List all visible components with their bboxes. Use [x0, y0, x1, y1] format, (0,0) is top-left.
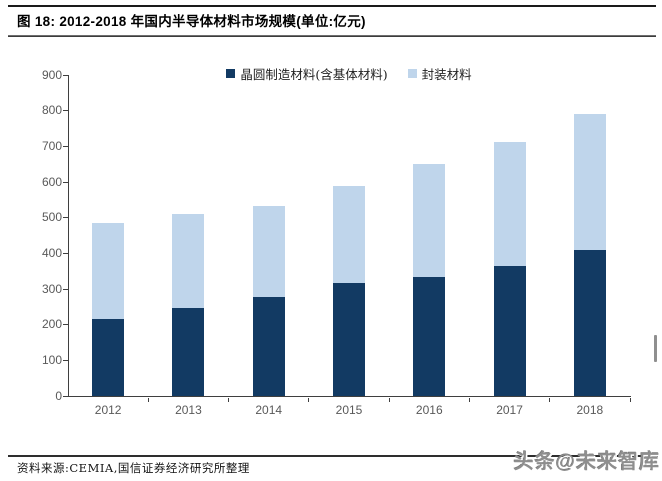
x-tick-mark [388, 397, 390, 402]
y-tick-label: 700 [41, 138, 62, 153]
bar-wafer-materials-2017 [493, 265, 526, 396]
x-tick-label: 2013 [175, 403, 202, 417]
y-tick-label: 0 [55, 388, 62, 403]
bar-wafer-materials-2013 [172, 307, 205, 396]
y-tick-label: 400 [41, 245, 62, 260]
x-tick-label: 2017 [496, 403, 523, 417]
x-tick-mark [468, 397, 470, 402]
footer-rule [8, 455, 658, 457]
scrollbar-thumb[interactable] [654, 335, 657, 362]
y-tick-label: 100 [41, 352, 62, 367]
bar-packaging-materials-2017 [493, 142, 526, 266]
bar-wafer-materials-2016 [413, 277, 446, 396]
legend-marker-icon [226, 68, 236, 78]
y-tick-mark [63, 145, 68, 147]
bar-wafer-materials-2018 [573, 249, 606, 396]
bar-packaging-materials-2015 [333, 185, 365, 283]
y-tick-label: 600 [41, 174, 62, 189]
title-bottom-rule [8, 35, 656, 37]
y-tick-mark [63, 181, 68, 183]
legend-item-wafer-materials: 晶圆制造材料(含基体材料) [226, 64, 388, 83]
x-tick-mark [308, 397, 310, 402]
legend-item-label: 封装材料 [421, 66, 472, 82]
x-tick-label: 2018 [576, 403, 604, 417]
y-tick-mark [63, 110, 68, 112]
source-note: 资料来源:CEMIA,国信证券经济研究所整理 [17, 461, 250, 475]
x-tick-label: 2012 [94, 403, 122, 417]
y-tick-label: 300 [41, 281, 62, 296]
y-tick-label: 500 [41, 210, 62, 225]
bar-packaging-materials-2016 [413, 164, 446, 278]
legend-item-label: 晶圆制造材料(含基体材料) [240, 66, 388, 82]
bar-wafer-materials-2012 [92, 318, 125, 396]
y-tick-label: 900 [41, 67, 62, 82]
figure-title: 图 18: 2012-2018 年国内半导体材料市场规模(单位:亿元) [17, 14, 366, 29]
x-tick-label: 2014 [255, 403, 283, 417]
chart-legend: 晶圆制造材料(含基体材料) 封装材料 [68, 64, 630, 83]
x-tick-label: 2015 [335, 403, 363, 417]
y-tick-mark [63, 217, 68, 219]
x-tick-label: 2016 [415, 403, 443, 417]
legend-item-packaging-materials: 封装材料 [407, 64, 472, 83]
bar-packaging-materials-2018 [573, 114, 606, 250]
y-tick-mark [63, 252, 68, 254]
bar-packaging-materials-2012 [92, 223, 125, 319]
y-tick-label: 200 [41, 317, 62, 332]
x-tick-mark [549, 397, 551, 402]
legend-marker-icon [407, 68, 417, 78]
y-tick-mark [63, 359, 68, 361]
y-tick-mark [63, 74, 68, 76]
bar-packaging-materials-2014 [252, 205, 285, 298]
x-tick-mark [629, 397, 631, 402]
x-tick-mark [147, 397, 149, 402]
bar-packaging-materials-2013 [172, 214, 205, 308]
bar-wafer-materials-2014 [252, 297, 285, 396]
y-tick-mark [63, 324, 68, 326]
x-tick-mark [228, 397, 230, 402]
watermark: 头条@未来智库 [513, 451, 660, 473]
bar-wafer-materials-2015 [333, 282, 365, 396]
plot-area [68, 75, 631, 397]
y-tick-label: 800 [41, 103, 62, 118]
y-tick-mark [63, 395, 68, 397]
title-top-rule [8, 5, 656, 7]
y-tick-mark [63, 288, 68, 290]
